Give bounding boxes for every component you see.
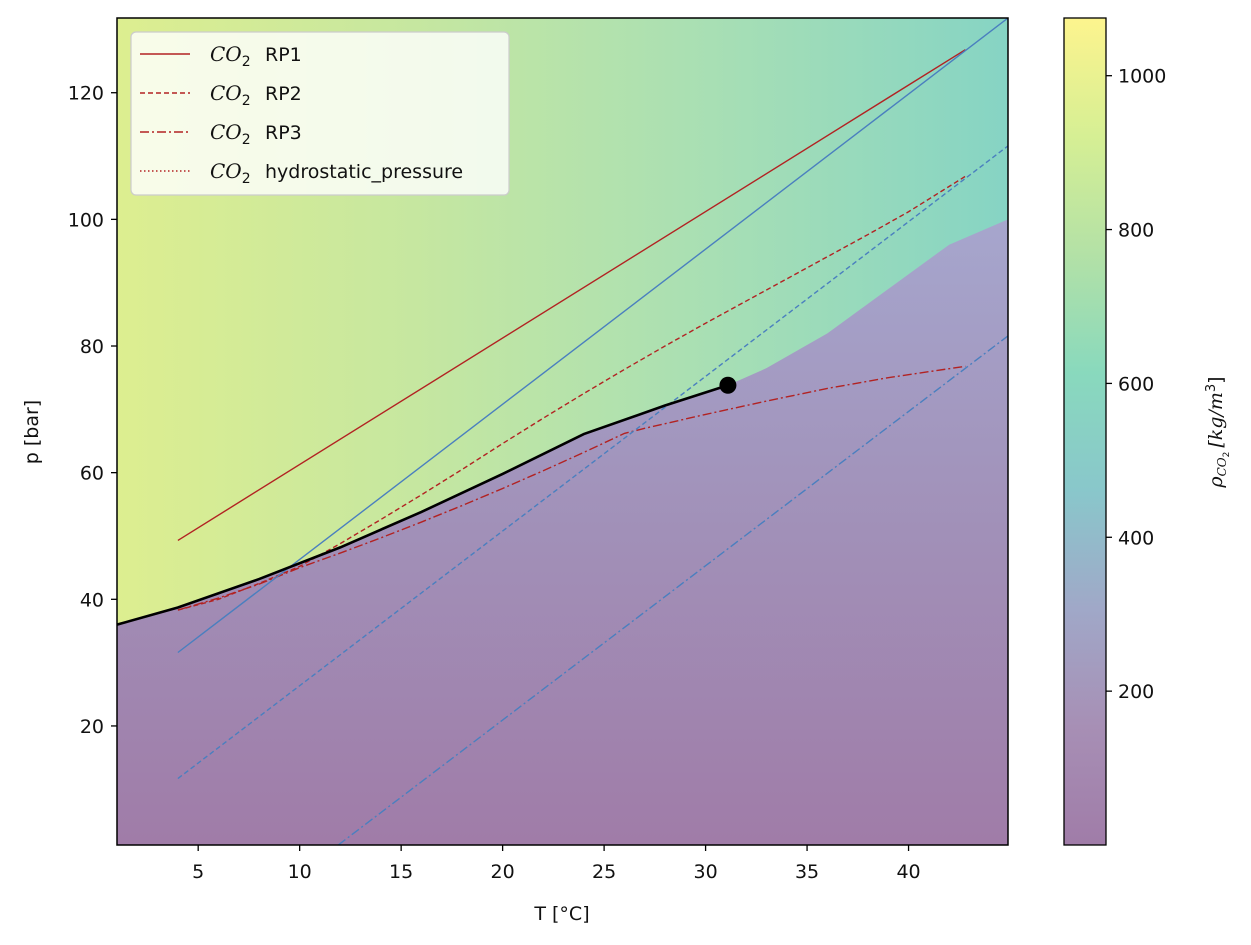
series-lines: [117, 18, 1008, 845]
y-tick-label: 120: [68, 83, 104, 105]
colorbar-tick-label: 200: [1118, 681, 1154, 703]
y-tick-label: 80: [80, 336, 104, 358]
plot-frame: [116, 17, 1009, 846]
x-tick-label: 30: [693, 861, 717, 883]
x-tick-label: 25: [592, 861, 616, 883]
x-tick-label: 40: [896, 861, 920, 883]
legend-box: [130, 31, 510, 196]
legend-label: RP3: [265, 122, 302, 144]
x-tick-label: 10: [288, 861, 312, 883]
density-field: [117, 18, 1008, 845]
x-axis-label: T [°C]: [533, 903, 589, 925]
series-line-curve-7: [117, 384, 729, 626]
x-tick-label: 35: [795, 861, 819, 883]
x-tick-label: 15: [389, 861, 413, 883]
y-axis-ticks: 20 40 60 80 100 120: [68, 83, 117, 738]
y-tick-label: 60: [80, 463, 104, 485]
series-line-rp3: [177, 365, 966, 611]
critical-point-marker: [719, 376, 737, 394]
y-axis-label: p [bar]: [21, 400, 43, 464]
colorbar-tick-label: 1000: [1118, 66, 1166, 88]
colorbar: 200 400 600 800 1000 ρCO2[kg/m3]: [1063, 17, 1232, 846]
y-tick-label: 40: [80, 589, 104, 611]
legend-label: RP1: [265, 44, 302, 66]
series-line-curve-5: [177, 145, 1008, 780]
series-line-curve-4: [177, 18, 1008, 654]
colorbar-label: ρCO2[kg/m3]: [1204, 376, 1232, 488]
x-axis-ticks: 5 10 15 20 25 30 35 40: [192, 845, 921, 883]
colorbar-gradient-bar: [1063, 17, 1107, 846]
colorbar-tick-label: 800: [1118, 220, 1154, 242]
y-tick-label: 20: [80, 716, 104, 738]
series-line-rp2: [177, 175, 966, 611]
colorbar-tick-label: 600: [1118, 373, 1154, 395]
x-tick-label: 20: [491, 861, 515, 883]
x-tick-label: 5: [192, 861, 204, 883]
series-line-curve-6: [337, 335, 1008, 845]
legend-label: hydrostatic_pressure: [265, 161, 463, 183]
gas-region: [117, 219, 1008, 845]
legend-label: RP2: [265, 83, 302, 105]
colorbar-tick-label: 400: [1118, 527, 1154, 549]
series-line-rp1: [177, 49, 966, 542]
y-tick-label: 100: [68, 209, 104, 231]
